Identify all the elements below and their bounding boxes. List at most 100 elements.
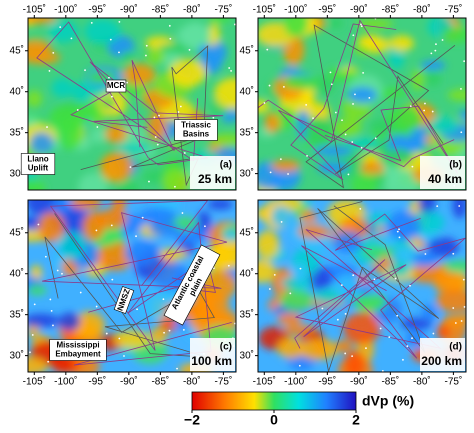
annotation-text: MCR — [107, 81, 125, 90]
station — [145, 54, 147, 57]
anomaly — [70, 200, 102, 210]
anomaly — [424, 71, 442, 87]
anomaly — [210, 240, 236, 269]
anomaly — [48, 105, 86, 134]
lon-tick-label: -90˚ — [120, 4, 138, 16]
station — [49, 298, 52, 301]
anomaly — [436, 288, 466, 313]
station — [176, 367, 178, 370]
station — [61, 272, 63, 275]
anomaly — [182, 21, 209, 51]
panel-label: (a) — [220, 160, 232, 171]
station — [435, 43, 437, 46]
anomaly — [84, 18, 121, 45]
anomaly — [200, 270, 236, 301]
station — [398, 236, 401, 239]
depth-label: 25 km — [198, 172, 232, 186]
station — [330, 83, 333, 86]
station — [135, 235, 137, 238]
anomaly — [277, 337, 305, 359]
station — [227, 264, 230, 267]
station — [148, 180, 150, 183]
anomaly — [82, 211, 106, 241]
station — [158, 114, 160, 117]
station — [234, 23, 236, 26]
annotation-text: Uplift — [28, 164, 49, 173]
station — [29, 351, 31, 354]
station — [52, 52, 55, 54]
station — [118, 337, 121, 340]
anomaly — [292, 263, 306, 281]
lon-tick-label: -105˚ — [23, 4, 46, 16]
anomaly — [28, 356, 49, 372]
station — [409, 105, 412, 108]
station — [56, 269, 59, 272]
anomaly — [343, 312, 381, 345]
anomaly — [58, 312, 81, 331]
panel-label: (b) — [449, 160, 462, 171]
anomaly — [386, 210, 421, 241]
station — [269, 171, 272, 174]
anomaly — [28, 39, 52, 56]
station — [212, 116, 215, 119]
station — [463, 306, 466, 308]
tomography-map — [258, 18, 466, 190]
station — [289, 292, 292, 295]
station — [341, 119, 343, 122]
station — [123, 355, 125, 357]
lat-tick-label: 30˚ — [240, 349, 254, 361]
anomaly — [104, 124, 128, 144]
station — [402, 358, 404, 361]
station — [179, 105, 182, 108]
depth-label: 40 km — [428, 172, 462, 186]
annotation-box — [20, 153, 56, 175]
anomaly — [258, 99, 270, 114]
station — [182, 328, 185, 331]
colorbar-tick-label: −2 — [184, 412, 200, 428]
station — [50, 309, 53, 312]
station — [379, 327, 382, 330]
colorbar-label: dVp (%) — [362, 393, 414, 409]
station — [360, 25, 363, 28]
station — [460, 88, 462, 90]
anomaly — [411, 68, 425, 92]
station — [136, 308, 138, 311]
station — [162, 298, 165, 301]
panel-label-box — [420, 156, 465, 189]
anomaly — [370, 119, 394, 134]
lat-tick-label: 35˚ — [10, 126, 24, 138]
lat-tick-label: 45˚ — [240, 44, 254, 56]
anomaly — [121, 50, 135, 64]
panel-label: (d) — [449, 342, 462, 353]
station — [347, 173, 350, 176]
anomaly — [386, 264, 411, 278]
anomaly — [29, 131, 54, 154]
station — [204, 225, 206, 228]
lon-tick-label: -75˚ — [444, 376, 462, 388]
anomaly — [304, 116, 333, 148]
lat-tick-label: 30˚ — [240, 167, 254, 179]
station — [110, 224, 113, 227]
station — [105, 332, 108, 335]
anomaly — [271, 159, 301, 173]
station — [298, 364, 301, 367]
colorbar-tick-label: 2 — [352, 412, 360, 428]
station — [153, 116, 156, 119]
anomaly — [347, 86, 378, 103]
station — [430, 52, 433, 55]
station — [163, 331, 165, 334]
station — [368, 96, 371, 99]
lon-tick-label: -85˚ — [151, 4, 169, 16]
station — [396, 314, 399, 317]
outline — [299, 201, 440, 372]
station — [354, 93, 356, 96]
station — [305, 104, 308, 106]
anomaly — [114, 330, 150, 349]
station — [154, 136, 157, 138]
station — [340, 284, 343, 286]
outline — [294, 229, 442, 350]
anomaly — [169, 58, 207, 87]
tomography-map — [28, 18, 236, 190]
anomaly — [420, 60, 446, 71]
